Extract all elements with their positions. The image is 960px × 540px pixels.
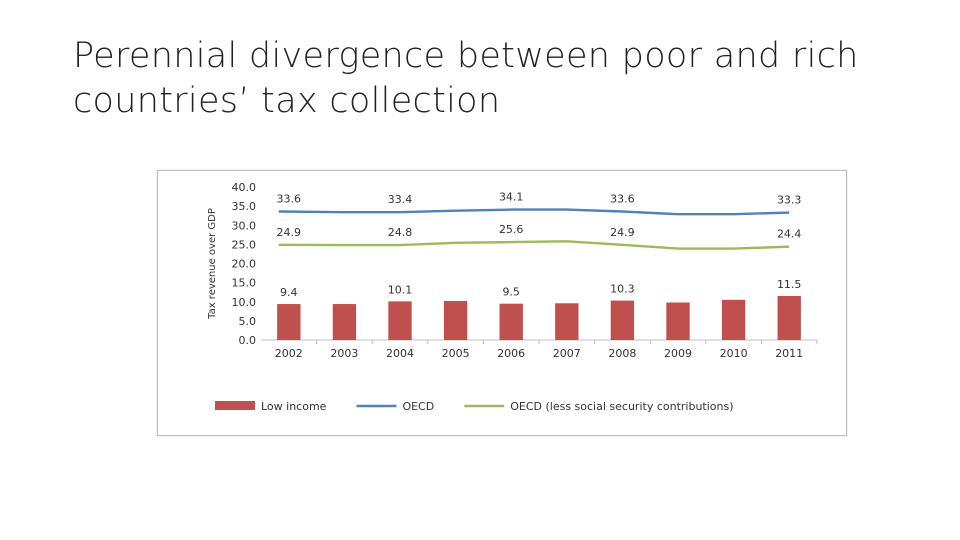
legend-label: Low income xyxy=(261,400,327,413)
legend-swatch-low-income xyxy=(215,401,255,410)
legend-label: OECD xyxy=(402,400,434,413)
data-label: 25.6 xyxy=(499,223,524,236)
bar-low-income xyxy=(277,304,301,340)
y-tick-label: 10.0 xyxy=(232,296,257,309)
data-label: 24.4 xyxy=(777,228,802,241)
series-line xyxy=(278,208,790,216)
tax-revenue-chart: 0.0 5.0 10.0 15.0 20.0 25.0 30.0 35.0 40.0 Tax re… xyxy=(207,181,818,413)
data-label: 33.6 xyxy=(277,192,302,205)
y-tick-label: 35.0 xyxy=(232,200,257,213)
x-tick-label: 2009 xyxy=(664,347,692,360)
x-tick-label: 2011 xyxy=(775,347,803,360)
bar-low-income xyxy=(610,300,635,340)
y-tick-label: 15.0 xyxy=(232,277,257,290)
series-line xyxy=(278,240,790,250)
x-tick-label: 2008 xyxy=(608,347,636,360)
data-label: 33.6 xyxy=(610,192,635,205)
y-tick-label: 5.0 xyxy=(239,315,257,328)
chart-frame: 0.0 5.0 10.0 15.0 20.0 25.0 30.0 35.0 40.0 Tax re… xyxy=(157,170,847,436)
x-tick-label: 2007 xyxy=(553,347,581,360)
slide-title-line-2: countries’ tax collection xyxy=(73,81,501,121)
y-tick-label: 25.0 xyxy=(232,238,257,251)
x-tick-label: 2005 xyxy=(442,347,470,360)
y-tick-label: 40.0 xyxy=(232,181,257,194)
data-label: 24.9 xyxy=(610,226,635,239)
data-label: 11.5 xyxy=(777,278,802,291)
bar-low-income xyxy=(721,299,746,340)
slide-title: Perennial divergence between poor and ri… xyxy=(73,34,933,124)
y-tick-label: 20.0 xyxy=(232,258,257,271)
y-tick-label: 0.0 xyxy=(239,334,257,347)
data-label: 34.1 xyxy=(499,191,524,204)
x-tick-label: 2002 xyxy=(275,347,303,360)
bar-low-income xyxy=(666,302,690,340)
x-tick-label: 2003 xyxy=(330,347,358,360)
y-tick-label: 30.0 xyxy=(232,219,257,232)
data-label: 10.3 xyxy=(610,283,635,296)
x-tick-label: 2006 xyxy=(497,347,525,360)
bar-low-income xyxy=(499,303,523,340)
data-label: 9.4 xyxy=(280,286,298,299)
data-label: 24.9 xyxy=(277,226,302,239)
bar-low-income xyxy=(777,296,801,340)
bar-low-income xyxy=(332,304,357,340)
data-label: 10.1 xyxy=(388,283,413,296)
data-label: 9.5 xyxy=(502,286,520,299)
data-label: 24.8 xyxy=(388,226,413,239)
slide-title-line-1: Perennial divergence between poor and ri… xyxy=(73,36,859,76)
legend-label: OECD (less social security contributions… xyxy=(510,400,733,413)
bar-low-income xyxy=(555,303,579,340)
bar-low-income xyxy=(443,300,468,340)
x-tick-label: 2010 xyxy=(720,347,748,360)
bar-low-income xyxy=(388,301,412,340)
x-tick-label: 2004 xyxy=(386,347,414,360)
y-axis-label: Tax revenue over GDP xyxy=(207,208,218,320)
data-label: 33.4 xyxy=(388,193,413,206)
data-label: 33.3 xyxy=(777,194,802,207)
